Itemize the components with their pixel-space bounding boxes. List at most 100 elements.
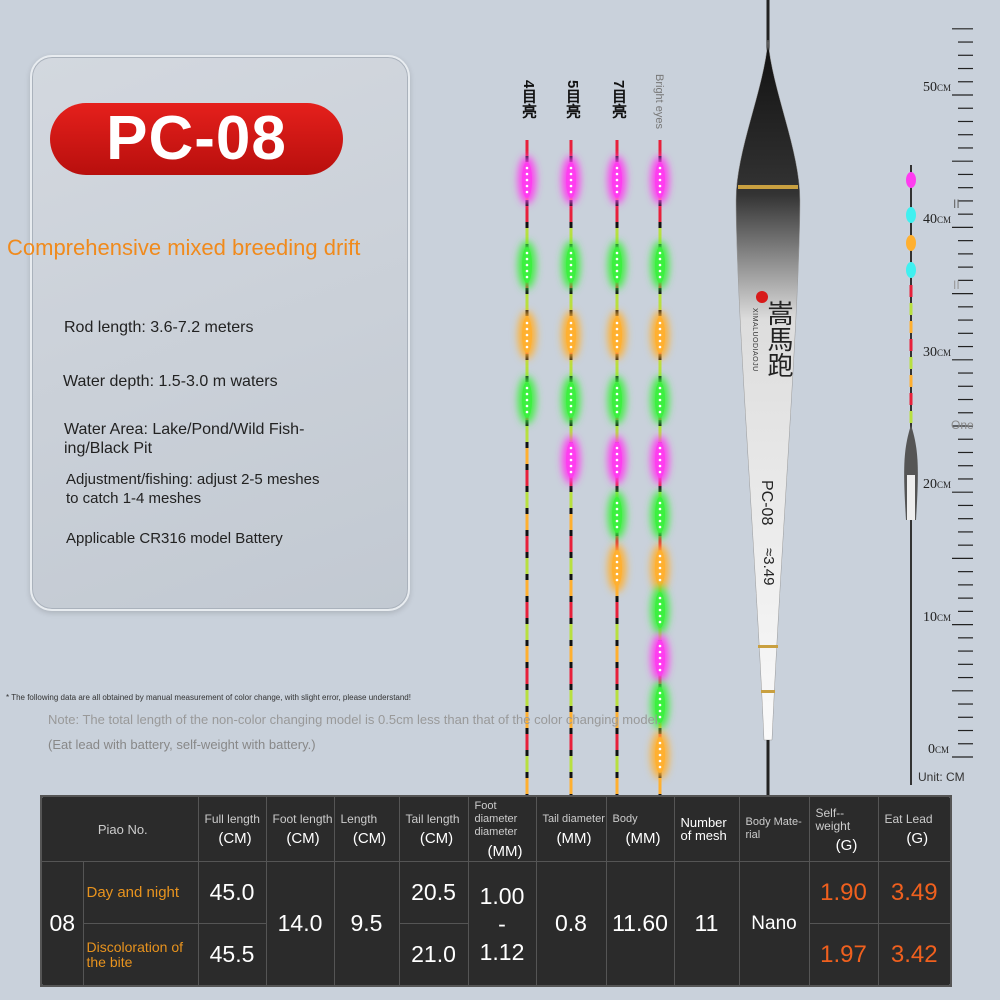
bead-dot bbox=[525, 339, 529, 343]
stem-segment bbox=[615, 486, 619, 492]
stem-segment bbox=[525, 552, 529, 558]
bead-dot bbox=[658, 691, 662, 695]
bead-dot bbox=[615, 269, 619, 273]
bead-dot bbox=[525, 333, 529, 337]
stem-segment bbox=[525, 712, 529, 728]
header-mesh: Number of mesh bbox=[673, 795, 740, 862]
stem-segment bbox=[569, 492, 573, 508]
bead-dot bbox=[658, 269, 662, 273]
stem-segment bbox=[569, 552, 573, 558]
cell-eat-lead: 3.42 bbox=[877, 923, 952, 987]
header-full-length: Full length (CM) bbox=[197, 795, 267, 862]
bead-dot bbox=[615, 398, 619, 402]
ruler-side-text: One bbox=[951, 418, 974, 432]
ruler bbox=[904, 28, 973, 785]
stem-segment bbox=[615, 772, 619, 778]
bead-dot bbox=[658, 251, 662, 255]
mini-float-segment bbox=[909, 375, 913, 387]
bead-dot bbox=[615, 446, 619, 450]
header-label: Body Mate-rial bbox=[745, 816, 802, 841]
ruler-value: 40 bbox=[923, 212, 937, 228]
bead-dot bbox=[569, 446, 573, 450]
bead-dot bbox=[525, 404, 529, 408]
stem-segment bbox=[615, 228, 619, 244]
ruler-unit-suffix: CM bbox=[937, 83, 952, 93]
bead-dot bbox=[658, 765, 662, 769]
bead-dot bbox=[525, 257, 529, 261]
stem-segment bbox=[525, 756, 529, 772]
stem-segment bbox=[525, 734, 529, 750]
stem-segment bbox=[615, 596, 619, 602]
bead-dot bbox=[525, 251, 529, 255]
bead-dot bbox=[658, 507, 662, 511]
bead-dot bbox=[658, 572, 662, 576]
stem-segment bbox=[615, 684, 619, 690]
bead-dot bbox=[525, 269, 529, 273]
header-foot-diameter: Foot diameter diameter (MM) bbox=[467, 795, 537, 862]
stem-segment bbox=[569, 580, 573, 596]
stem-segment bbox=[525, 470, 529, 486]
header-unit: (G) bbox=[906, 830, 929, 847]
cell-full-length: 45.0 bbox=[197, 861, 267, 924]
stem-segment bbox=[658, 288, 662, 294]
bead-dot bbox=[615, 327, 619, 331]
bead-dot bbox=[658, 554, 662, 558]
bead-dot bbox=[615, 257, 619, 261]
stem-segment bbox=[525, 464, 529, 470]
bead-dot bbox=[569, 269, 573, 273]
ruler-label: 20CM bbox=[923, 477, 951, 493]
stem-segment bbox=[525, 690, 529, 706]
stem-segment bbox=[658, 360, 662, 376]
mini-float-segment bbox=[909, 285, 913, 297]
bead-dot bbox=[525, 190, 529, 194]
bead-dot bbox=[615, 566, 619, 570]
bead-dot bbox=[615, 321, 619, 325]
bead-dot bbox=[658, 184, 662, 188]
stem-segment bbox=[658, 294, 662, 310]
bead-dot bbox=[658, 662, 662, 666]
stem-segment bbox=[525, 772, 529, 778]
bead-dot bbox=[658, 715, 662, 719]
stem-segment bbox=[569, 662, 573, 668]
bead-dot bbox=[658, 741, 662, 745]
mini-float-bead bbox=[906, 235, 916, 251]
cell-self-weight: 1.97 bbox=[808, 923, 879, 987]
note-lead: (Eat lead with battery, self-weight with… bbox=[48, 737, 316, 752]
bead-dot bbox=[615, 251, 619, 255]
stem-segment bbox=[658, 140, 662, 156]
stem-segment bbox=[569, 684, 573, 690]
stem-segment bbox=[525, 624, 529, 640]
product-subtitle: Comprehensive mixed breeding drift bbox=[7, 235, 361, 260]
stem-segment bbox=[525, 514, 529, 530]
stem-segment bbox=[615, 756, 619, 772]
bead-dot bbox=[525, 327, 529, 331]
bead-dot bbox=[569, 404, 573, 408]
bead-dot bbox=[658, 650, 662, 654]
ruler-label: 40CM bbox=[923, 212, 951, 228]
stem-segment bbox=[525, 294, 529, 310]
bead-dot bbox=[658, 339, 662, 343]
mini-float-bead bbox=[906, 262, 916, 278]
stem-segment bbox=[569, 728, 573, 734]
stem-segment bbox=[525, 492, 529, 508]
stem-segment bbox=[615, 206, 619, 222]
bead-dot bbox=[569, 392, 573, 396]
stem-segment bbox=[569, 426, 573, 442]
stem-segment bbox=[525, 206, 529, 222]
stem-segment bbox=[525, 750, 529, 756]
bead-dot bbox=[658, 166, 662, 170]
stem-segment bbox=[525, 530, 529, 536]
stem-segment bbox=[658, 486, 662, 492]
stem-segment bbox=[615, 668, 619, 684]
bead-dot bbox=[658, 644, 662, 648]
stem-segment bbox=[569, 294, 573, 310]
bead-dot bbox=[615, 458, 619, 462]
stem-segment bbox=[615, 712, 619, 728]
bead-dot bbox=[615, 345, 619, 349]
stem-segment bbox=[525, 222, 529, 228]
bead-dot bbox=[615, 263, 619, 267]
stem-segment bbox=[615, 778, 619, 794]
ruler-unit-suffix: CM bbox=[937, 347, 952, 358]
bead-dot bbox=[615, 513, 619, 517]
bead-dot bbox=[615, 501, 619, 505]
